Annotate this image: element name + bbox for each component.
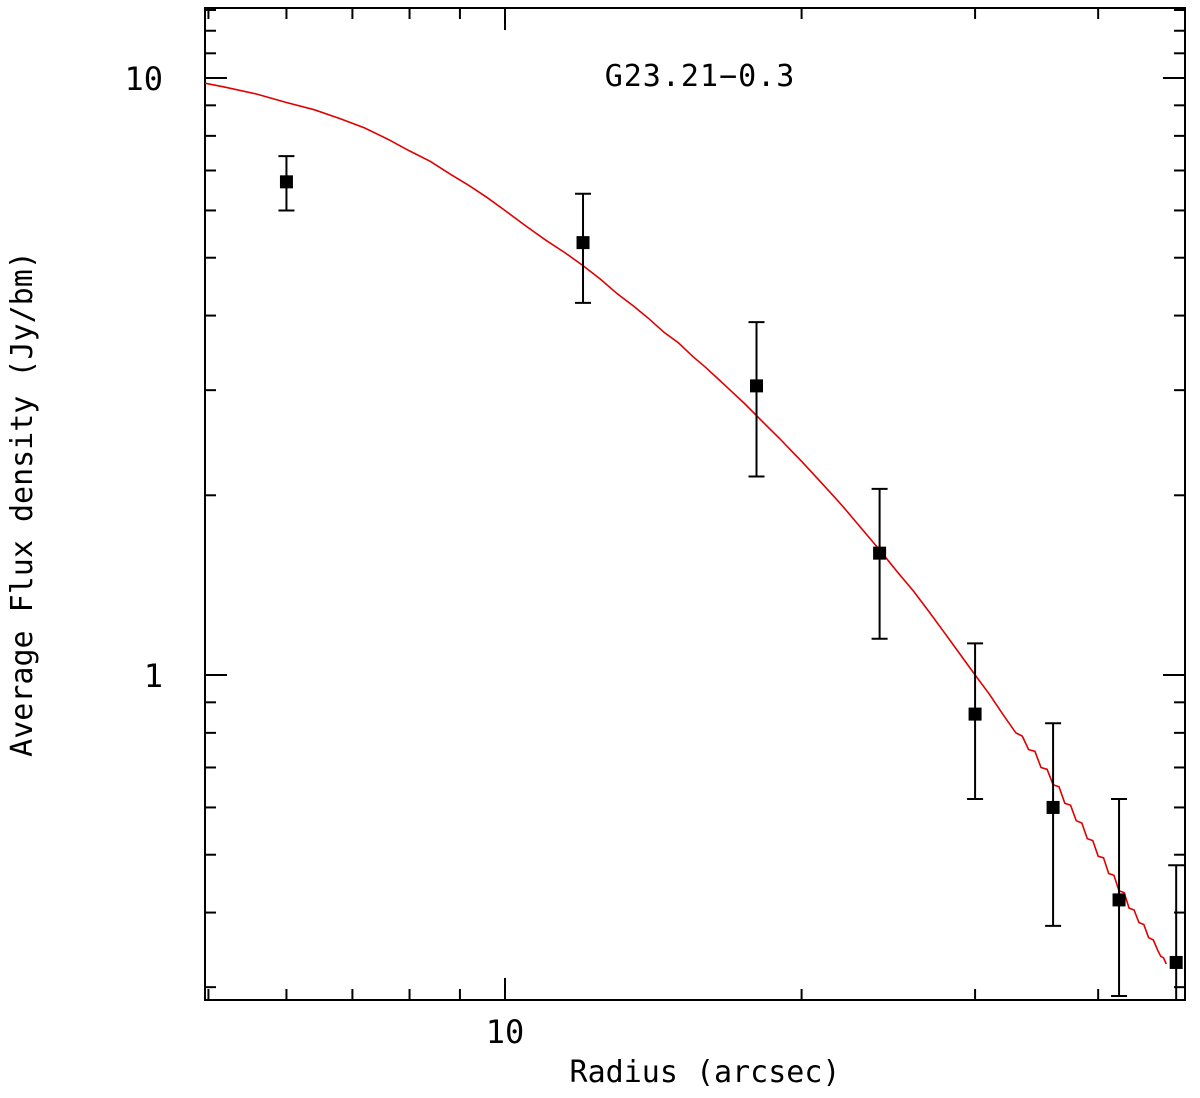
x-tick-label-10: 10 [486,1013,525,1051]
y-axis-label: Average Flux density (Jy/bm) [5,251,40,757]
y-tick-label-1: 1 [144,657,163,695]
x-axis-label: Radius (arcsec) [570,1055,841,1090]
data-points-with-errorbars [278,155,1185,1000]
model-curve [204,82,1168,965]
axis-ticks [205,8,1185,1000]
chart-title: G23.21−0.3 [605,59,796,94]
y-tick-label-10: 10 [124,60,163,98]
plot-frame [204,7,1186,1001]
